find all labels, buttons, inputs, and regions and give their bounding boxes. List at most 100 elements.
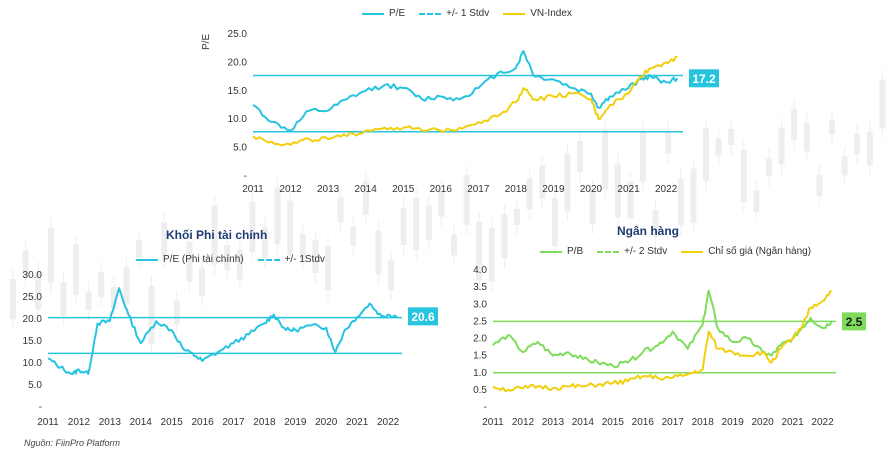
y-tick-label: 15.0 [23, 336, 43, 347]
candle-body [539, 165, 546, 199]
x-tick-label: 2022 [377, 417, 400, 428]
y-tick-label: 0.5 [473, 385, 487, 396]
y-tick-label: 30.0 [23, 270, 43, 281]
x-tick-label: 2021 [781, 417, 804, 428]
y-tick-label: 25.0 [228, 29, 248, 40]
y-tick-label: 1.0 [473, 368, 487, 379]
legend-index: VN-Index [503, 8, 572, 19]
candle-body [514, 208, 520, 225]
candle-body [35, 271, 42, 310]
legend-pe-nonfin: P/E (Phi tài chính) [136, 254, 244, 265]
x-tick-label: 2022 [655, 184, 678, 195]
legend-label: +/- 2 Stdv [624, 246, 668, 257]
candle-body [123, 267, 130, 305]
candle-body [438, 191, 445, 217]
y-tick-label: 15.0 [228, 86, 248, 97]
x-tick-label: 2014 [572, 417, 595, 428]
x-tick-label: 2018 [505, 184, 528, 195]
x-tick-label: 2012 [512, 417, 535, 428]
candle-body [312, 239, 319, 274]
x-tick-label: 2011 [37, 417, 59, 428]
legend-label: +/- 1 Stdv [446, 8, 490, 19]
x-tick-label: 2013 [99, 417, 122, 428]
x-tick-label: 2012 [279, 184, 302, 195]
candle-body [577, 141, 583, 173]
legend-stdv: +/- 1 Stdv [419, 8, 489, 19]
x-tick-label: 2020 [580, 184, 603, 195]
y-tick-label: - [484, 402, 487, 413]
candle-body [350, 226, 357, 246]
legend-label: P/B [567, 246, 584, 257]
candle-body [501, 214, 508, 259]
candle-body [375, 230, 382, 275]
candle-body [778, 127, 785, 165]
candle-body [866, 131, 873, 166]
candle-body [703, 128, 709, 181]
candle-body [753, 190, 760, 212]
candle-body [110, 286, 117, 309]
x-tick-label: 2022 [811, 417, 834, 428]
candle-body [413, 197, 420, 251]
value-badge-label: 2.5 [846, 315, 863, 329]
candle-body [766, 158, 772, 177]
series-line [492, 289, 833, 369]
y-tick-label: 5.0 [233, 143, 247, 154]
candle-body [476, 221, 483, 281]
candle-body [60, 282, 67, 316]
x-tick-label: 2017 [222, 417, 245, 428]
x-tick-label: 2016 [191, 417, 214, 428]
x-tick-label: 2019 [542, 184, 565, 195]
candle-body [551, 198, 558, 247]
y-tick-label: 2.0 [473, 334, 487, 345]
candle-body [740, 149, 747, 202]
x-tick-label: 2015 [161, 417, 184, 428]
candle-body [614, 163, 621, 218]
y-tick-label: - [39, 402, 42, 413]
candle-body [463, 175, 470, 225]
candle-body [211, 205, 218, 265]
legend-swatch-index [681, 250, 704, 253]
y-tick-label: 20.0 [23, 314, 43, 325]
candle-body [791, 108, 798, 140]
series-line [252, 50, 679, 132]
candle-body [136, 240, 142, 258]
candle-body [652, 210, 659, 237]
candle-body [85, 291, 92, 311]
x-tick-label: 2020 [751, 417, 774, 428]
candle-body [362, 180, 369, 215]
legend-swatch-stdv [419, 12, 442, 15]
legend-swatch-stdv [597, 250, 620, 253]
candle-body [173, 300, 180, 325]
candle-body [665, 131, 672, 154]
candle-body [816, 174, 823, 196]
candle-body [287, 200, 294, 256]
x-tick-label: 2019 [284, 417, 307, 428]
x-tick-label: 2017 [662, 417, 685, 428]
candle-body [803, 122, 810, 152]
chart3-legend: P/B +/- 2 Stdv Chỉ số giá (Ngân hàng) [540, 246, 825, 257]
candle-body [677, 178, 684, 226]
candle-body [47, 228, 54, 283]
candle-body [715, 138, 722, 156]
candle-body [98, 271, 105, 298]
legend-stdv: +/- 1Stdv [257, 254, 325, 265]
x-tick-label: 2015 [602, 417, 625, 428]
value-badge [842, 312, 866, 331]
candle-body [224, 244, 231, 271]
candle-body [488, 227, 495, 282]
y-tick-label: 25.0 [23, 292, 43, 303]
candle-body [22, 250, 29, 277]
x-tick-label: 2021 [617, 184, 640, 195]
legend-bank-index: Chỉ số giá (Ngân hàng) [681, 246, 811, 257]
x-tick-label: 2013 [542, 417, 565, 428]
candle-body [262, 227, 268, 259]
legend-swatch-index [503, 12, 526, 15]
candle-body [325, 246, 331, 291]
value-badge [408, 307, 438, 326]
x-tick-label: 2016 [430, 184, 453, 195]
